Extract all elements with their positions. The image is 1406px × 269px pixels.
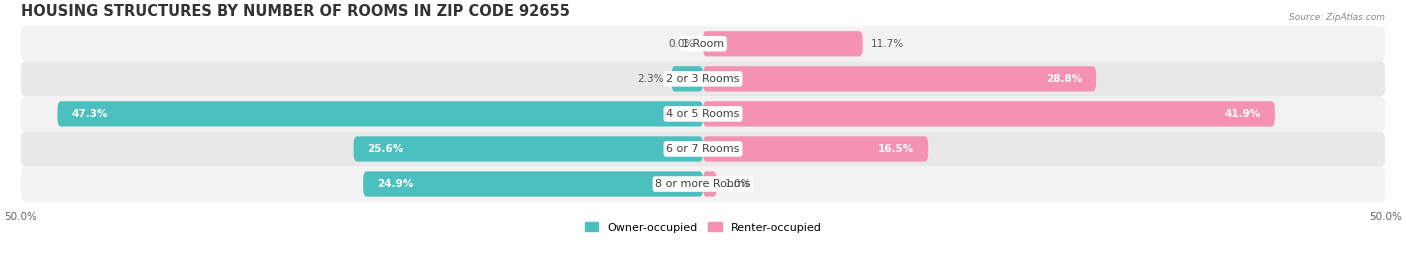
Text: 11.7%: 11.7% bbox=[870, 39, 904, 49]
FancyBboxPatch shape bbox=[703, 66, 1097, 91]
Text: HOUSING STRUCTURES BY NUMBER OF ROOMS IN ZIP CODE 92655: HOUSING STRUCTURES BY NUMBER OF ROOMS IN… bbox=[21, 4, 569, 19]
Text: 16.5%: 16.5% bbox=[879, 144, 914, 154]
FancyBboxPatch shape bbox=[703, 136, 928, 162]
Text: 4 or 5 Rooms: 4 or 5 Rooms bbox=[666, 109, 740, 119]
Text: 8 or more Rooms: 8 or more Rooms bbox=[655, 179, 751, 189]
FancyBboxPatch shape bbox=[703, 101, 1275, 126]
FancyBboxPatch shape bbox=[20, 167, 1386, 201]
Text: 28.8%: 28.8% bbox=[1046, 74, 1083, 84]
FancyBboxPatch shape bbox=[354, 136, 703, 162]
FancyBboxPatch shape bbox=[20, 26, 1386, 61]
Legend: Owner-occupied, Renter-occupied: Owner-occupied, Renter-occupied bbox=[581, 218, 825, 237]
Text: 47.3%: 47.3% bbox=[72, 109, 108, 119]
Text: 1 Room: 1 Room bbox=[682, 39, 724, 49]
Text: 0.0%: 0.0% bbox=[669, 39, 695, 49]
Text: 2 or 3 Rooms: 2 or 3 Rooms bbox=[666, 74, 740, 84]
Text: 41.9%: 41.9% bbox=[1225, 109, 1261, 119]
Text: 6 or 7 Rooms: 6 or 7 Rooms bbox=[666, 144, 740, 154]
FancyBboxPatch shape bbox=[363, 171, 703, 197]
FancyBboxPatch shape bbox=[672, 66, 703, 91]
FancyBboxPatch shape bbox=[58, 101, 703, 126]
Text: 2.3%: 2.3% bbox=[637, 74, 664, 84]
FancyBboxPatch shape bbox=[20, 96, 1386, 132]
Text: Source: ZipAtlas.com: Source: ZipAtlas.com bbox=[1289, 13, 1385, 22]
Text: 24.9%: 24.9% bbox=[377, 179, 413, 189]
FancyBboxPatch shape bbox=[20, 61, 1386, 96]
FancyBboxPatch shape bbox=[20, 132, 1386, 167]
FancyBboxPatch shape bbox=[703, 171, 717, 197]
Text: 25.6%: 25.6% bbox=[367, 144, 404, 154]
FancyBboxPatch shape bbox=[703, 31, 863, 56]
Text: 1.0%: 1.0% bbox=[725, 179, 751, 189]
